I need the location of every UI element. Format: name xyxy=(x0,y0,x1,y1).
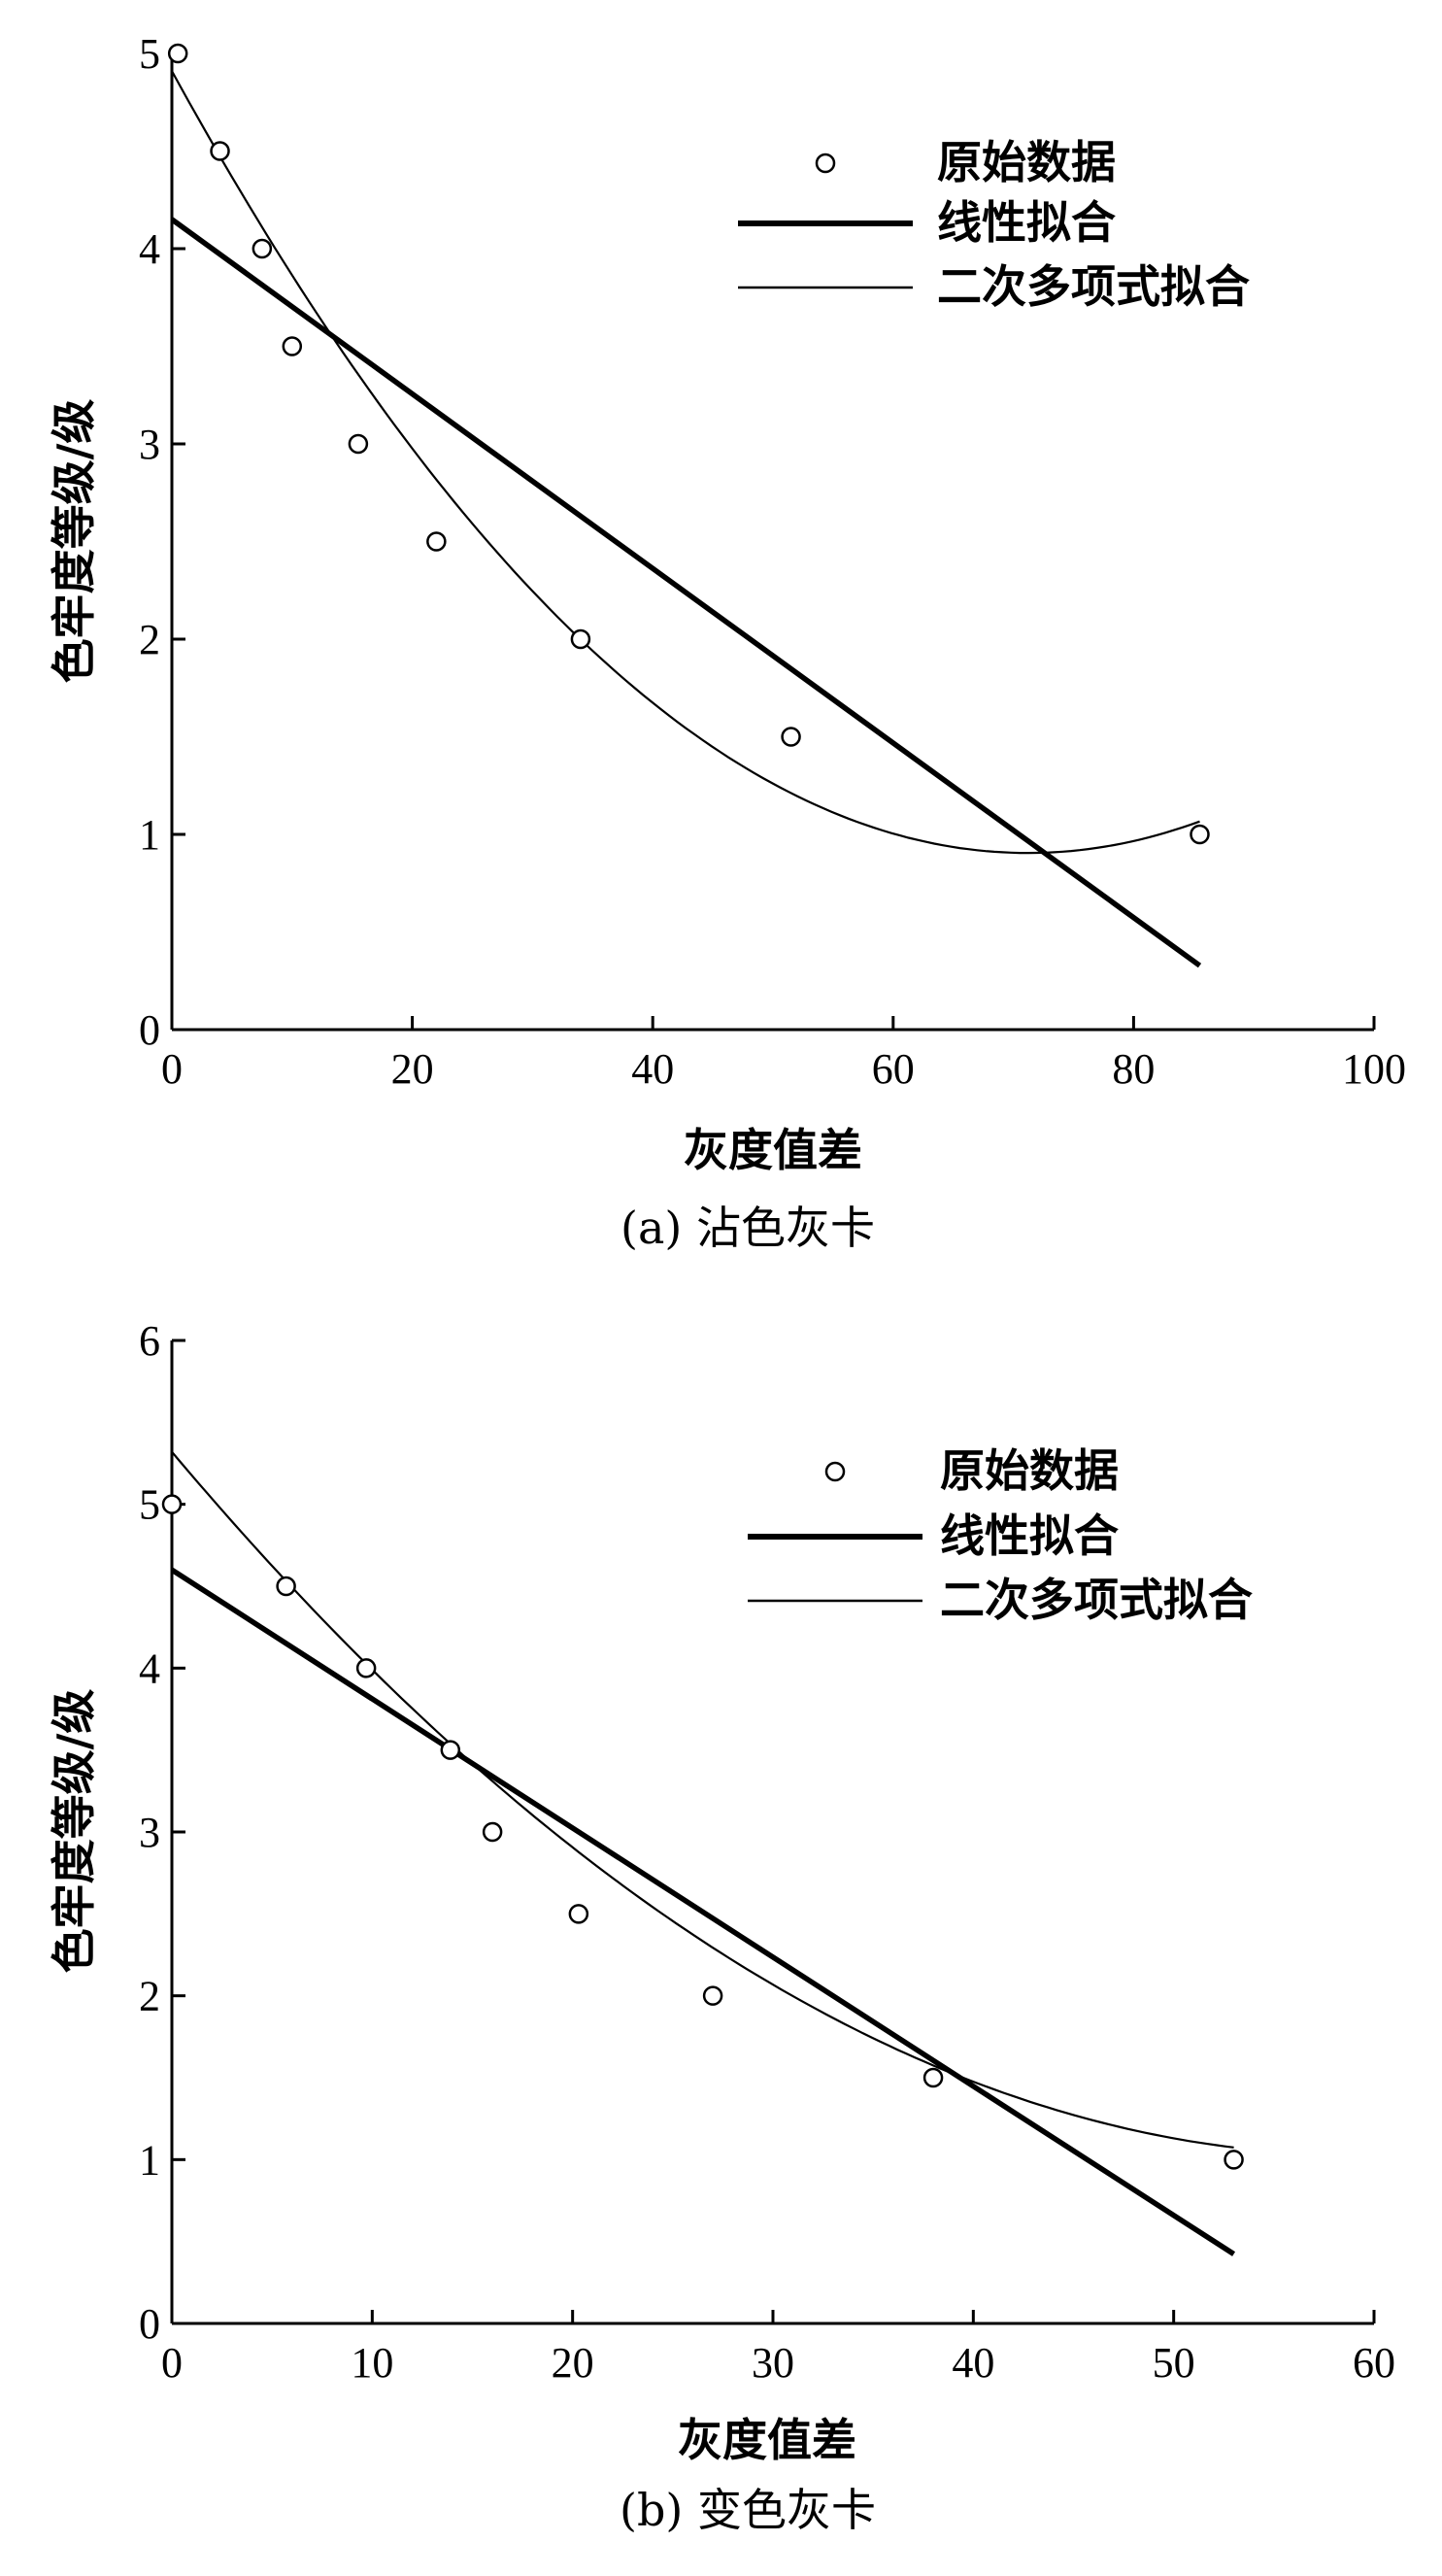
chart-b-data-point xyxy=(1224,2150,1244,2170)
chart-b-y-tick-label: 4 xyxy=(139,1644,160,1692)
chart-a-y-tick-label: 3 xyxy=(139,421,160,468)
chart-a-y-tick-label: 1 xyxy=(139,811,160,859)
chart-b-y-tick-label: 3 xyxy=(139,1809,160,1856)
chart-a-x-axis-title: 灰度值差 xyxy=(684,1124,862,1176)
chart-a-data-point xyxy=(252,238,273,259)
chart-b-data-point xyxy=(276,1576,296,1597)
chart-a-ticks: 0 20 40 60 80 100 0 1 2 3 4 5 xyxy=(139,30,1406,1093)
chart-b-x-tick-label: 10 xyxy=(351,2339,393,2387)
chart-b-y-tick-label: 5 xyxy=(139,1481,160,1529)
chart-b-data-point xyxy=(482,1821,503,1843)
chart-b-data-point xyxy=(922,2067,944,2088)
chart-a: 0 20 40 60 80 100 0 1 2 3 4 5 原始数据 线性拟合 二次多项式拟合 灰度值… xyxy=(48,30,1406,1254)
chart-a-data-points xyxy=(167,43,1210,845)
chart-b-fit-lines xyxy=(170,1450,1236,2256)
chart-a-x-tick-label: 80 xyxy=(1112,1045,1155,1093)
chart-a-legend-label-raw: 原始数据 xyxy=(937,136,1116,188)
chart-b-legend-label-raw: 原始数据 xyxy=(940,1444,1119,1497)
chart-b-quadratic-fit-curve xyxy=(171,1450,1234,2149)
chart-b: 0 10 20 30 40 50 60 0 1 2 3 4 5 6 原始数据 线性拟合 二次多项式拟合 灰… xyxy=(48,1317,1395,2536)
chart-b-data-point xyxy=(440,1740,461,1760)
chart-b-x-tick-label: 0 xyxy=(161,2339,183,2387)
chart-b-x-tick-label: 20 xyxy=(552,2339,594,2387)
chart-a-linear-fit-line xyxy=(170,217,1202,968)
chart-a-data-point xyxy=(570,628,591,650)
chart-a-y-tick-label: 4 xyxy=(139,225,160,273)
chart-a-fit-lines xyxy=(170,70,1202,968)
chart-b-data-points xyxy=(161,1494,1244,2170)
chart-b-y-tick-label: 0 xyxy=(139,2300,160,2348)
chart-a-x-tick-label: 20 xyxy=(391,1045,434,1093)
chart-a-x-tick-label: 60 xyxy=(872,1045,915,1093)
chart-a-legend-marker-raw xyxy=(815,153,836,174)
chart-a-data-point xyxy=(781,727,801,747)
chart-b-legend-marker-raw xyxy=(824,1461,846,1482)
chart-b-ticks: 0 10 20 30 40 50 60 0 1 2 3 4 5 6 xyxy=(139,1317,1395,2387)
chart-b-data-point xyxy=(568,1904,589,1924)
chart-b-x-tick-label: 50 xyxy=(1153,2339,1195,2387)
chart-a-y-axis-title: 色牢度等级/级 xyxy=(48,399,100,684)
chart-b-x-tick-label: 60 xyxy=(1353,2339,1395,2387)
chart-b-x-axis-title: 灰度值差 xyxy=(678,2414,856,2466)
chart-b-caption: (b) 变色灰卡 xyxy=(620,2484,876,2536)
chart-b-y-tick-label: 2 xyxy=(139,1973,160,2020)
chart-a-data-point xyxy=(282,336,303,356)
chart-b-x-tick-label: 40 xyxy=(952,2339,994,2387)
chart-a-data-point xyxy=(348,433,369,455)
chart-b-y-axis-title: 色牢度等级/级 xyxy=(48,1689,100,1974)
chart-b-y-tick-label: 1 xyxy=(139,2136,160,2184)
chart-a-y-tick-label: 0 xyxy=(139,1006,160,1054)
chart-a-data-point xyxy=(167,43,188,64)
chart-a-x-tick-label: 40 xyxy=(631,1045,674,1093)
chart-a-legend: 原始数据 线性拟合 二次多项式拟合 xyxy=(738,136,1250,313)
chart-a-data-point xyxy=(1190,824,1210,845)
chart-a-axes xyxy=(170,53,1374,1032)
chart-a-x-tick-label: 0 xyxy=(161,1045,183,1093)
chart-b-data-point xyxy=(161,1494,183,1514)
chart-b-y-tick-label: 6 xyxy=(139,1317,160,1365)
chart-b-axes xyxy=(170,1340,1374,2325)
chart-b-data-point xyxy=(702,1985,723,2006)
chart-a-x-tick-label: 100 xyxy=(1342,1045,1406,1093)
chart-a-data-point xyxy=(426,531,447,552)
chart-a-y-tick-label: 5 xyxy=(139,30,160,78)
chart-a-data-point xyxy=(210,141,230,161)
chart-b-data-point xyxy=(355,1658,377,1678)
chart-b-x-tick-label: 30 xyxy=(752,2339,794,2387)
chart-b-legend-label-quadratic: 二次多项式拟合 xyxy=(940,1574,1253,1626)
chart-a-y-tick-label: 2 xyxy=(139,616,160,663)
chart-a-legend-label-linear: 线性拟合 xyxy=(937,196,1116,249)
chart-b-legend-label-linear: 线性拟合 xyxy=(940,1509,1119,1562)
chart-b-legend: 原始数据 线性拟合 二次多项式拟合 xyxy=(748,1444,1253,1626)
chart-a-quadratic-fit-curve xyxy=(171,70,1200,855)
chart-a-caption: (a) 沾色灰卡 xyxy=(620,1202,875,1254)
chart-b-linear-fit-line xyxy=(170,1567,1236,2256)
chart-a-legend-label-quadratic: 二次多项式拟合 xyxy=(937,260,1250,313)
